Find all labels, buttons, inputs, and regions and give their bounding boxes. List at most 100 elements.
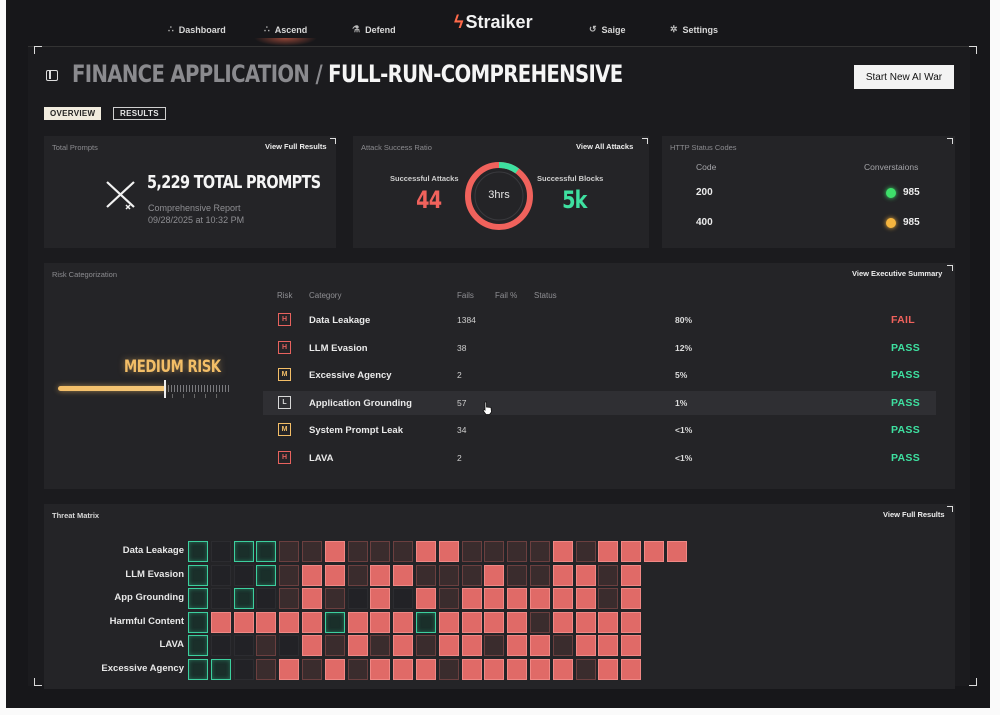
view-executive-summary-link[interactable]: View Executive Summary xyxy=(852,269,943,278)
threat-cell[interactable] xyxy=(188,541,208,562)
risk-row[interactable]: M System Prompt Leak 34 <1% PASS xyxy=(263,418,936,442)
threat-cell[interactable] xyxy=(438,541,459,562)
threat-cell[interactable] xyxy=(393,588,414,609)
risk-row[interactable]: H Data Leakage 1384 80% FAIL xyxy=(263,308,936,332)
threat-cell[interactable] xyxy=(324,611,345,633)
risk-row[interactable]: L Application Grounding 57 1% PASS xyxy=(263,391,936,415)
threat-cell[interactable] xyxy=(621,541,642,562)
threat-cell[interactable] xyxy=(370,635,391,656)
threat-cell[interactable] xyxy=(370,541,391,562)
view-full-results-link[interactable]: View Full Results xyxy=(883,510,945,519)
nav-defend[interactable]: ⚗ Defend xyxy=(352,24,396,35)
threat-cell[interactable] xyxy=(598,611,619,633)
risk-row[interactable]: M Excessive Agency 2 5% PASS xyxy=(263,363,936,387)
threat-cell[interactable] xyxy=(210,658,231,680)
threat-cell[interactable] xyxy=(484,658,505,680)
threat-cell[interactable] xyxy=(188,564,208,586)
threat-cell[interactable] xyxy=(188,588,208,609)
threat-cell[interactable] xyxy=(256,635,277,656)
threat-cell[interactable] xyxy=(530,541,550,562)
threat-cell[interactable] xyxy=(530,658,550,680)
threat-cell[interactable] xyxy=(575,541,596,562)
tab-overview[interactable]: OVERVIEW xyxy=(44,107,102,120)
threat-cell[interactable] xyxy=(188,635,208,656)
threat-cell[interactable] xyxy=(461,635,482,656)
threat-cell[interactable] xyxy=(302,658,322,680)
view-full-results-link[interactable]: View Full Results xyxy=(265,142,327,151)
threat-cell[interactable] xyxy=(552,588,573,609)
threat-cell[interactable] xyxy=(256,658,277,680)
threat-cell[interactable] xyxy=(347,588,368,609)
tab-results[interactable]: RESULTS xyxy=(113,107,166,120)
threat-cell[interactable] xyxy=(188,658,208,680)
threat-cell[interactable] xyxy=(233,635,254,656)
threat-cell[interactable] xyxy=(484,635,505,656)
threat-cell[interactable] xyxy=(233,541,254,562)
threat-cell[interactable] xyxy=(598,635,619,656)
sidebar-toggle-icon[interactable] xyxy=(46,70,58,81)
threat-cell[interactable] xyxy=(621,611,642,633)
threat-cell[interactable] xyxy=(256,541,277,562)
view-all-attacks-link[interactable]: View All Attacks xyxy=(576,142,634,151)
threat-cell[interactable] xyxy=(438,588,459,609)
start-new-ai-war-button[interactable]: Start New AI War xyxy=(854,65,954,89)
threat-cell[interactable] xyxy=(552,658,573,680)
threat-cell[interactable] xyxy=(416,564,436,586)
threat-cell[interactable] xyxy=(507,588,528,609)
threat-cell[interactable] xyxy=(324,541,345,562)
threat-cell[interactable] xyxy=(484,588,505,609)
threat-cell[interactable] xyxy=(324,564,345,586)
threat-cell[interactable] xyxy=(393,658,414,680)
threat-cell[interactable] xyxy=(347,541,368,562)
threat-cell[interactable] xyxy=(416,635,436,656)
threat-cell[interactable] xyxy=(507,635,528,656)
threat-cell[interactable] xyxy=(621,635,642,656)
threat-cell[interactable] xyxy=(621,588,642,609)
threat-cell[interactable] xyxy=(416,611,436,633)
threat-cell[interactable] xyxy=(210,564,231,586)
threat-cell[interactable] xyxy=(530,611,550,633)
threat-cell[interactable] xyxy=(347,611,368,633)
threat-cell[interactable] xyxy=(416,541,436,562)
threat-cell[interactable] xyxy=(552,541,573,562)
threat-cell[interactable] xyxy=(530,564,550,586)
threat-cell[interactable] xyxy=(393,611,414,633)
straiker-logo[interactable]: ϟ Straiker xyxy=(454,12,533,33)
threat-cell[interactable] xyxy=(302,611,322,633)
threat-cell[interactable] xyxy=(347,564,368,586)
threat-cell[interactable] xyxy=(210,588,231,609)
threat-cell[interactable] xyxy=(644,541,664,562)
threat-cell[interactable] xyxy=(233,564,254,586)
risk-row[interactable]: H LAVA 2 <1% PASS xyxy=(263,446,936,470)
threat-cell[interactable] xyxy=(324,658,345,680)
threat-cell[interactable] xyxy=(530,588,550,609)
threat-cell[interactable] xyxy=(552,611,573,633)
threat-cell[interactable] xyxy=(461,588,482,609)
threat-cell[interactable] xyxy=(256,611,277,633)
threat-cell[interactable] xyxy=(530,635,550,656)
threat-cell[interactable] xyxy=(484,564,505,586)
threat-cell[interactable] xyxy=(598,541,619,562)
threat-cell[interactable] xyxy=(302,588,322,609)
threat-cell[interactable] xyxy=(347,635,368,656)
threat-cell[interactable] xyxy=(210,635,231,656)
threat-cell[interactable] xyxy=(279,564,300,586)
threat-cell[interactable] xyxy=(188,611,208,633)
threat-cell[interactable] xyxy=(279,635,300,656)
threat-cell[interactable] xyxy=(461,564,482,586)
threat-cell[interactable] xyxy=(210,541,231,562)
threat-cell[interactable] xyxy=(279,658,300,680)
threat-cell[interactable] xyxy=(575,564,596,586)
threat-cell[interactable] xyxy=(393,564,414,586)
threat-cell[interactable] xyxy=(233,658,254,680)
threat-cell[interactable] xyxy=(507,564,528,586)
threat-cell[interactable] xyxy=(347,658,368,680)
threat-cell[interactable] xyxy=(575,611,596,633)
threat-cell[interactable] xyxy=(210,611,231,633)
threat-cell[interactable] xyxy=(233,588,254,609)
threat-cell[interactable] xyxy=(416,658,436,680)
threat-cell[interactable] xyxy=(438,564,459,586)
threat-cell[interactable] xyxy=(302,564,322,586)
threat-cell[interactable] xyxy=(552,635,573,656)
threat-cell[interactable] xyxy=(438,611,459,633)
